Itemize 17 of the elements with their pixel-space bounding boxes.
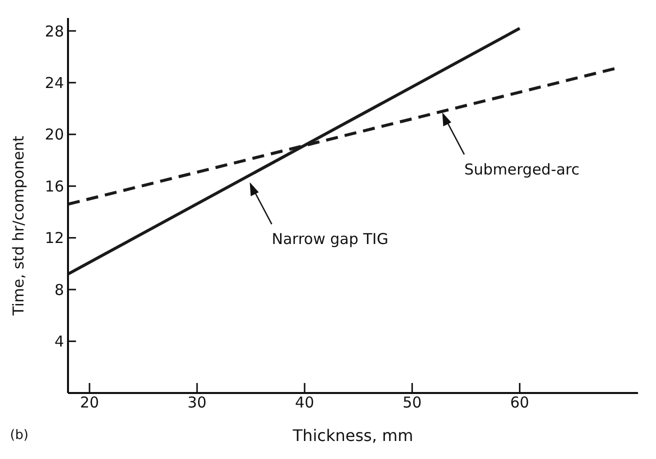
y-tick-label: 16 xyxy=(44,177,64,196)
x-tick-label: 20 xyxy=(80,394,100,412)
y-tick-label: 8 xyxy=(54,280,64,299)
annotation: Submerged-arc xyxy=(464,160,580,178)
y-tick-label: 12 xyxy=(44,229,64,248)
annotation: Narrow gap TIG xyxy=(272,230,388,248)
x-axis-title: Thickness, mm xyxy=(292,426,414,445)
y-tick-label: 4 xyxy=(54,332,64,351)
y-tick-label: 20 xyxy=(44,126,64,144)
x-tick-label: 30 xyxy=(188,394,207,412)
text: (b) xyxy=(10,428,28,443)
x-tick-label: 40 xyxy=(295,394,314,412)
y-tick-label: 28 xyxy=(44,22,64,40)
y-axis-title: Time, std hr/component xyxy=(9,136,28,316)
x-tick-label: 50 xyxy=(402,394,422,412)
y-tick-label: 24 xyxy=(44,74,64,92)
x-tick-label: 60 xyxy=(510,394,530,412)
